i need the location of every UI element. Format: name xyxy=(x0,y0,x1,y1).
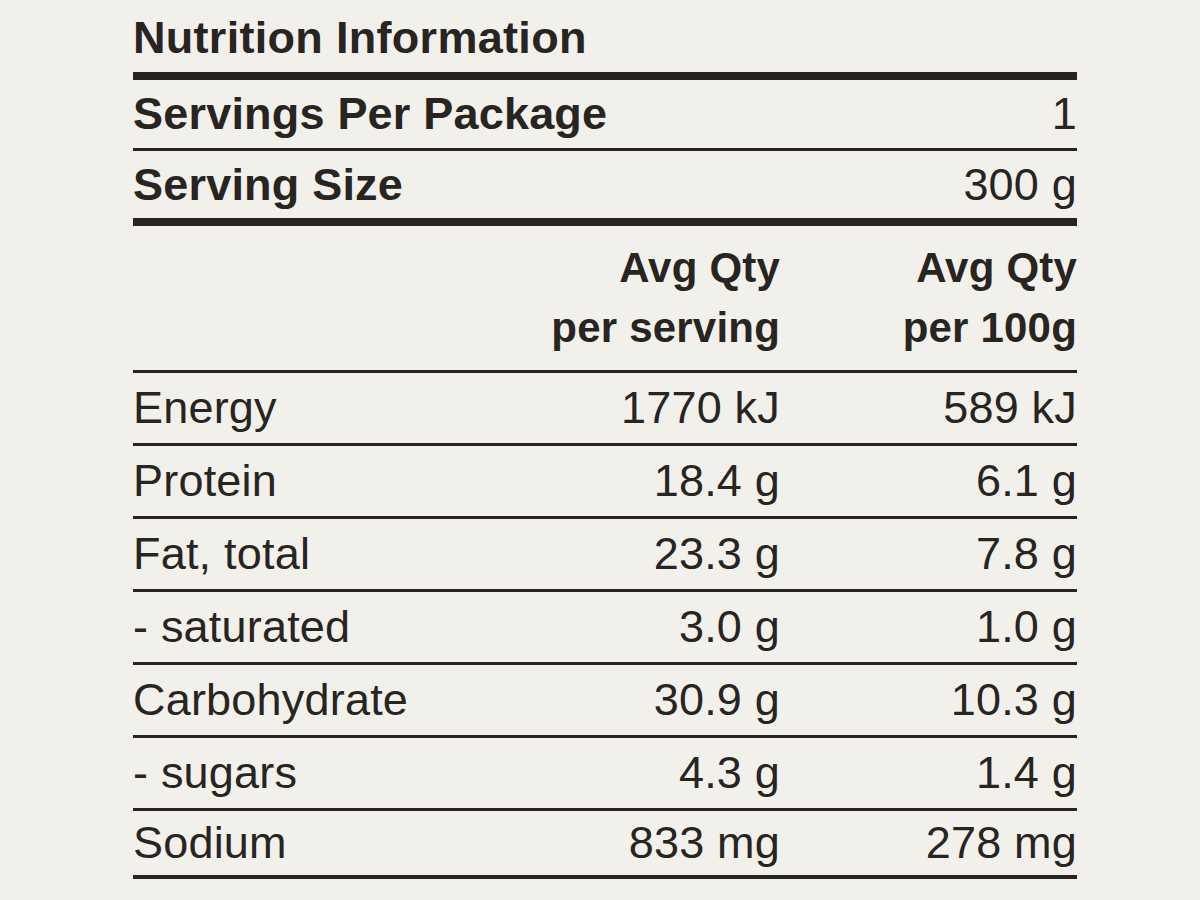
row-per-100g-value: 7.8 g xyxy=(780,528,1077,580)
row-per-100g-value: 589 kJ xyxy=(780,382,1077,434)
servings-per-package-value: 1 xyxy=(1052,88,1077,140)
row-label: Energy xyxy=(133,382,480,434)
table-row-fat-total: Fat, total 23.3 g 7.8 g xyxy=(133,519,1077,592)
per-serving-header-line2: per serving xyxy=(480,298,780,358)
row-label: - saturated xyxy=(133,601,480,653)
nutrient-column-header xyxy=(133,238,480,358)
divider-thick-middle xyxy=(133,218,1077,226)
table-row-sodium: Sodium 833 mg 278 mg xyxy=(133,811,1077,879)
row-per-serving-value: 1770 kJ xyxy=(480,382,780,434)
row-per-serving-value: 4.3 g xyxy=(480,747,780,799)
servings-per-package-label: Servings Per Package xyxy=(133,88,607,140)
serving-size-label: Serving Size xyxy=(133,159,403,211)
row-label: Fat, total xyxy=(133,528,480,580)
row-label: Sodium xyxy=(133,817,480,869)
table-row-energy: Energy 1770 kJ 589 kJ xyxy=(133,373,1077,446)
row-per-serving-value: 23.3 g xyxy=(480,528,780,580)
serving-size-value: 300 g xyxy=(963,159,1077,211)
row-label: Protein xyxy=(133,455,480,507)
panel-title: Nutrition Information xyxy=(133,0,1077,72)
servings-per-package-row: Servings Per Package 1 xyxy=(133,80,1077,151)
per-100g-header-line1: Avg Qty xyxy=(780,238,1077,298)
row-per-serving-value: 18.4 g xyxy=(480,455,780,507)
table-header-row: Avg Qty per serving Avg Qty per 100g xyxy=(133,226,1077,373)
nutrition-panel: Nutrition Information Servings Per Packa… xyxy=(133,0,1077,879)
row-per-100g-value: 10.3 g xyxy=(780,674,1077,726)
row-per-serving-value: 3.0 g xyxy=(480,601,780,653)
per-100g-column-header: Avg Qty per 100g xyxy=(780,238,1077,358)
row-per-100g-value: 6.1 g xyxy=(780,455,1077,507)
row-label: - sugars xyxy=(133,747,480,799)
row-label: Carbohydrate xyxy=(133,674,480,726)
row-per-100g-value: 1.0 g xyxy=(780,601,1077,653)
row-per-100g-value: 278 mg xyxy=(780,817,1077,869)
table-row-carbohydrate: Carbohydrate 30.9 g 10.3 g xyxy=(133,665,1077,738)
per-serving-column-header: Avg Qty per serving xyxy=(480,238,780,358)
serving-size-row: Serving Size 300 g xyxy=(133,151,1077,218)
per-serving-header-line1: Avg Qty xyxy=(480,238,780,298)
row-per-serving-value: 30.9 g xyxy=(480,674,780,726)
divider-thick-top xyxy=(133,72,1077,80)
table-row-sugars: - sugars 4.3 g 1.4 g xyxy=(133,738,1077,811)
table-row-saturated: - saturated 3.0 g 1.0 g xyxy=(133,592,1077,665)
per-100g-header-line2: per 100g xyxy=(780,298,1077,358)
table-row-protein: Protein 18.4 g 6.1 g xyxy=(133,446,1077,519)
row-per-100g-value: 1.4 g xyxy=(780,747,1077,799)
row-per-serving-value: 833 mg xyxy=(480,817,780,869)
